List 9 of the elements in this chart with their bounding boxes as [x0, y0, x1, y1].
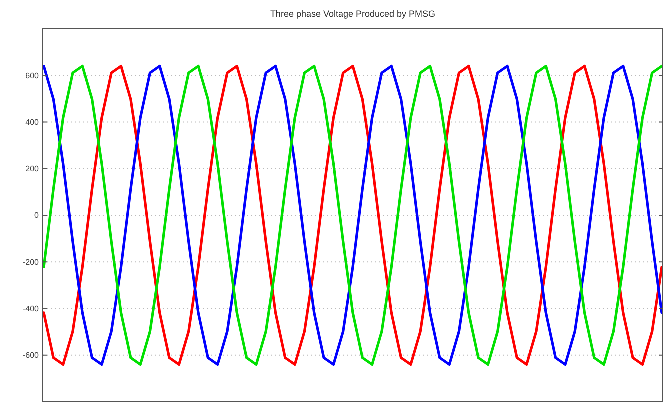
y-tick-label: 0 — [34, 211, 40, 220]
y-tick-label: 200 — [26, 164, 40, 174]
y-tick-label: -400 — [22, 304, 40, 314]
y-tick-label: -600 — [22, 351, 40, 360]
chart-title: Three phase Voltage Produced by PMSG — [270, 9, 436, 19]
y-tick-label: -200 — [22, 258, 40, 267]
y-tick-label: 400 — [26, 118, 40, 127]
line-series — [42, 65, 664, 366]
y-tick-label: 600 — [26, 71, 40, 80]
